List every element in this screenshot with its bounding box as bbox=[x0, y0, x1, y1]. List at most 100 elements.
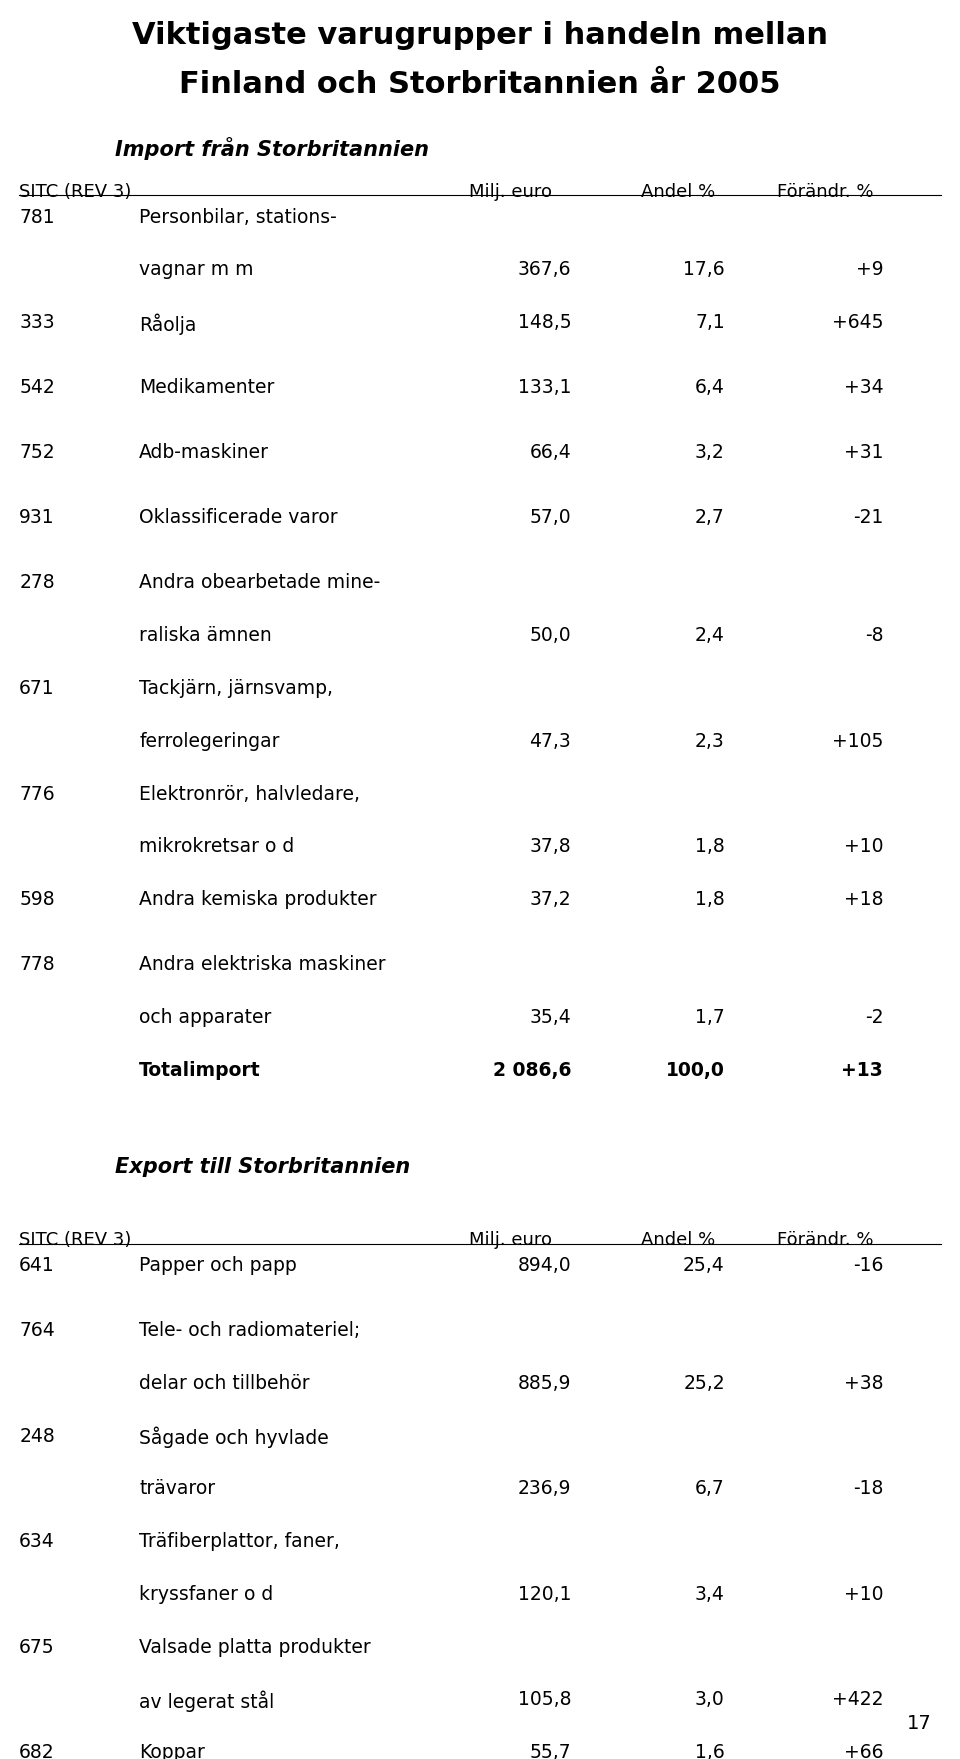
Text: 2,4: 2,4 bbox=[695, 626, 725, 646]
Text: Totalimport: Totalimport bbox=[139, 1061, 261, 1080]
Text: 764: 764 bbox=[19, 1321, 55, 1340]
Text: 47,3: 47,3 bbox=[530, 732, 571, 751]
Text: 6,4: 6,4 bbox=[695, 378, 725, 398]
Text: 1,8: 1,8 bbox=[695, 890, 725, 909]
Text: SITC (REV 3): SITC (REV 3) bbox=[19, 183, 132, 201]
Text: raliska ämnen: raliska ämnen bbox=[139, 626, 272, 646]
Text: Andra elektriska maskiner: Andra elektriska maskiner bbox=[139, 955, 386, 974]
Text: Sågade och hyvlade: Sågade och hyvlade bbox=[139, 1427, 329, 1448]
Text: trävaror: trävaror bbox=[139, 1479, 215, 1499]
Text: +13: +13 bbox=[842, 1061, 883, 1080]
Text: Andel %: Andel % bbox=[641, 1231, 715, 1249]
Text: Valsade platta produkter: Valsade platta produkter bbox=[139, 1638, 371, 1657]
Text: och apparater: och apparater bbox=[139, 1008, 272, 1027]
Text: Koppar: Koppar bbox=[139, 1743, 205, 1759]
Text: +38: +38 bbox=[844, 1374, 883, 1393]
Text: 17: 17 bbox=[906, 1713, 931, 1733]
Text: 105,8: 105,8 bbox=[517, 1690, 571, 1710]
Text: Elektronrör, halvledare,: Elektronrör, halvledare, bbox=[139, 785, 360, 804]
Text: +105: +105 bbox=[831, 732, 883, 751]
Text: av legerat stål: av legerat stål bbox=[139, 1690, 275, 1712]
Text: Export till Storbritannien: Export till Storbritannien bbox=[115, 1157, 411, 1177]
Text: +10: +10 bbox=[844, 1585, 883, 1604]
Text: 37,8: 37,8 bbox=[530, 837, 571, 857]
Text: Förändr. %: Förändr. % bbox=[777, 1231, 874, 1249]
Text: Personbilar, stations-: Personbilar, stations- bbox=[139, 208, 337, 227]
Text: -21: -21 bbox=[852, 508, 883, 528]
Text: 682: 682 bbox=[19, 1743, 55, 1759]
Text: 7,1: 7,1 bbox=[695, 313, 725, 332]
Text: Tele- och radiomateriel;: Tele- och radiomateriel; bbox=[139, 1321, 360, 1340]
Text: +66: +66 bbox=[844, 1743, 883, 1759]
Text: +422: +422 bbox=[831, 1690, 883, 1710]
Text: Andra obearbetade mine-: Andra obearbetade mine- bbox=[139, 573, 380, 593]
Text: 25,2: 25,2 bbox=[684, 1374, 725, 1393]
Text: 1,8: 1,8 bbox=[695, 837, 725, 857]
Text: 752: 752 bbox=[19, 443, 55, 463]
Text: delar och tillbehör: delar och tillbehör bbox=[139, 1374, 310, 1393]
Text: +34: +34 bbox=[844, 378, 883, 398]
Text: 278: 278 bbox=[19, 573, 55, 593]
Text: mikrokretsar o d: mikrokretsar o d bbox=[139, 837, 295, 857]
Text: +18: +18 bbox=[844, 890, 883, 909]
Text: 542: 542 bbox=[19, 378, 55, 398]
Text: Oklassificerade varor: Oklassificerade varor bbox=[139, 508, 338, 528]
Text: Viktigaste varugrupper i handeln mellan: Viktigaste varugrupper i handeln mellan bbox=[132, 21, 828, 49]
Text: 1,6: 1,6 bbox=[695, 1743, 725, 1759]
Text: 2 086,6: 2 086,6 bbox=[492, 1061, 571, 1080]
Text: -16: -16 bbox=[852, 1256, 883, 1275]
Text: 6,7: 6,7 bbox=[695, 1479, 725, 1499]
Text: 248: 248 bbox=[19, 1427, 55, 1446]
Text: 634: 634 bbox=[19, 1532, 55, 1551]
Text: Medikamenter: Medikamenter bbox=[139, 378, 275, 398]
Text: +31: +31 bbox=[844, 443, 883, 463]
Text: 35,4: 35,4 bbox=[530, 1008, 571, 1027]
Text: 778: 778 bbox=[19, 955, 55, 974]
Text: 2,3: 2,3 bbox=[695, 732, 725, 751]
Text: 55,7: 55,7 bbox=[530, 1743, 571, 1759]
Text: Milj. euro: Milj. euro bbox=[469, 1231, 552, 1249]
Text: 931: 931 bbox=[19, 508, 55, 528]
Text: 133,1: 133,1 bbox=[517, 378, 571, 398]
Text: kryssfaner o d: kryssfaner o d bbox=[139, 1585, 274, 1604]
Text: 894,0: 894,0 bbox=[517, 1256, 571, 1275]
Text: Milj. euro: Milj. euro bbox=[469, 183, 552, 201]
Text: 236,9: 236,9 bbox=[517, 1479, 571, 1499]
Text: 100,0: 100,0 bbox=[666, 1061, 725, 1080]
Text: Papper och papp: Papper och papp bbox=[139, 1256, 297, 1275]
Text: 3,4: 3,4 bbox=[695, 1585, 725, 1604]
Text: 57,0: 57,0 bbox=[530, 508, 571, 528]
Text: 598: 598 bbox=[19, 890, 55, 909]
Text: Tackjärn, järnsvamp,: Tackjärn, järnsvamp, bbox=[139, 679, 333, 698]
Text: Import från Storbritannien: Import från Storbritannien bbox=[115, 137, 429, 160]
Text: -2: -2 bbox=[865, 1008, 883, 1027]
Text: 333: 333 bbox=[19, 313, 55, 332]
Text: 2,7: 2,7 bbox=[695, 508, 725, 528]
Text: SITC (REV 3): SITC (REV 3) bbox=[19, 1231, 132, 1249]
Text: 25,4: 25,4 bbox=[684, 1256, 725, 1275]
Text: 37,2: 37,2 bbox=[530, 890, 571, 909]
Text: 3,0: 3,0 bbox=[695, 1690, 725, 1710]
Text: Finland och Storbritannien år 2005: Finland och Storbritannien år 2005 bbox=[180, 70, 780, 99]
Text: 671: 671 bbox=[19, 679, 55, 698]
Text: Råolja: Råolja bbox=[139, 313, 197, 334]
Text: 148,5: 148,5 bbox=[517, 313, 571, 332]
Text: 675: 675 bbox=[19, 1638, 55, 1657]
Text: 17,6: 17,6 bbox=[684, 260, 725, 280]
Text: +9: +9 bbox=[855, 260, 883, 280]
Text: Andel %: Andel % bbox=[641, 183, 715, 201]
Text: Träfiberplattor, faner,: Träfiberplattor, faner, bbox=[139, 1532, 340, 1551]
Text: -8: -8 bbox=[865, 626, 883, 646]
Text: vagnar m m: vagnar m m bbox=[139, 260, 253, 280]
Text: 776: 776 bbox=[19, 785, 55, 804]
Text: 367,6: 367,6 bbox=[517, 260, 571, 280]
Text: 66,4: 66,4 bbox=[530, 443, 571, 463]
Text: 641: 641 bbox=[19, 1256, 55, 1275]
Text: +645: +645 bbox=[831, 313, 883, 332]
Text: Adb-maskiner: Adb-maskiner bbox=[139, 443, 269, 463]
Text: Andra kemiska produkter: Andra kemiska produkter bbox=[139, 890, 377, 909]
Text: Förändr. %: Förändr. % bbox=[777, 183, 874, 201]
Text: +10: +10 bbox=[844, 837, 883, 857]
Text: -18: -18 bbox=[852, 1479, 883, 1499]
Text: 1,7: 1,7 bbox=[695, 1008, 725, 1027]
